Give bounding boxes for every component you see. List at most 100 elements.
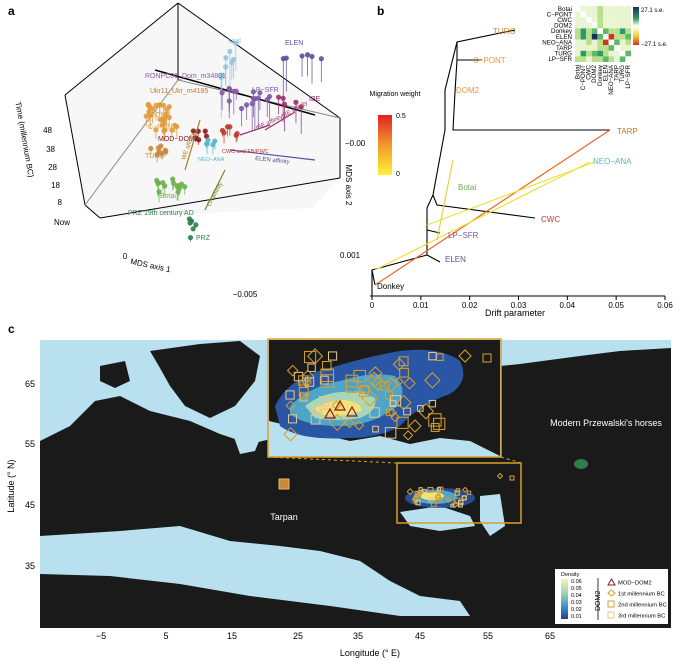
leaf-dom2: DOM2 [456,86,480,95]
panel-b-treemix: 0 0.01 0.02 0.03 0.04 0.05 0.06 Drift paramete… [370,6,674,318]
sample-marker [482,353,492,363]
heatmap-cell [608,17,615,23]
sample-marker [379,380,390,391]
inland-seas [40,411,505,616]
sample-point [298,104,304,110]
heatmap-cell [586,56,592,62]
sample-marker [310,414,321,425]
group-label-dom2: DOM2 [150,112,170,119]
heatmap-row-label: Botai [558,6,572,13]
sample-point [309,53,315,60]
sample-marker [353,420,365,431]
sample-point [170,180,177,186]
heatmap-row-label: DOM2 [554,23,572,30]
heatmap-cell [625,34,631,40]
sample-marker [318,396,330,407]
heatmap-cell [591,45,598,51]
y-tick: −0.001 [345,139,365,148]
map-legend: Density 0.060.050.040.030.020.01 DOM2 MO… [555,569,668,624]
leaf-elen: ELEN [445,255,466,264]
heatmap-cell [603,45,609,51]
sample-marker [368,366,383,381]
heatmap-row-label: Donkey [551,28,573,35]
sample-point [304,52,311,58]
panel-label-b: b [377,4,385,18]
density-legend-bar [561,579,568,619]
heatmap-cell [586,45,592,51]
sample-point [318,56,324,62]
heatmap-cell [619,6,626,12]
b-x-axis-label: Drift parameter [485,308,545,318]
sample-point [250,96,257,102]
sample-point [233,40,239,46]
sample-marker [427,486,434,493]
heatmap-cell [619,22,626,29]
se-scale-min: −27.1 s.e. [641,42,668,48]
legend-item-label: 2nd millennium BC [618,603,667,609]
heatmap-cell [586,50,592,57]
heatmap-cell [603,28,609,34]
group-label-ural: Ural [228,38,241,45]
z-axis-ticks: 48 38 28 18 8 Now [43,126,70,227]
sample-marker [372,425,379,433]
group-label-mod-dom2: MOD−DOM2 [158,136,199,143]
heatmap-cell [586,34,592,40]
leaf-cwc: CWC [541,215,560,224]
sample-point [160,122,166,128]
small-markers [406,472,515,509]
sample-marker [371,376,386,391]
sample-point [223,64,229,70]
panel-a-3d-scatter: 48 38 28 18 8 Now Time (millennium BC) 0… [13,2,365,299]
heatmap-cell [625,17,631,23]
sample-marker [437,486,444,493]
heatmap-col-label: CWC [586,64,593,79]
sample-point [193,222,199,228]
sample-marker [398,356,409,367]
sample-point [146,109,152,115]
b-x-tick-label: 0 [370,301,375,310]
sample-marker [509,475,515,481]
heatmap-cell [575,45,581,51]
przewalski-label: Modern Przewalski's horses [550,418,662,428]
heatmap-cell [580,17,587,23]
sample-point [143,113,149,119]
ibe-arrow [239,124,271,136]
sample-marker [344,418,355,429]
heatmap-cell [625,28,631,34]
heatmap-cell [586,28,592,34]
density-legend-tick: 0.02 [571,607,582,613]
sample-marker [424,372,441,389]
sample-marker [322,361,332,371]
leaf-donkey: Donkey [377,282,404,291]
heatmap-cell [580,11,587,18]
sample-point [227,48,233,54]
heatmap-cell [608,39,615,46]
heatmap-row-label: TARP [556,45,572,52]
heatmap-cell [614,17,620,23]
sample-point [218,74,224,81]
heatmap-cell [603,6,609,12]
legend-item-label: 1st millennium BC [618,592,665,598]
sample-point [219,127,226,134]
heatmap-col-label: LP−SFR [625,64,632,88]
sample-marker [430,423,440,432]
heatmap-cell [603,50,609,57]
c-x-tick-label: 5 [163,631,168,641]
heatmap-col-label: Botai [574,65,581,79]
tarpan-marker [278,478,290,490]
heatmap-cell [575,39,581,46]
heatmap-cell [619,34,626,40]
density-legend-tick: 0.05 [571,586,582,592]
group-label-prz: PRZ [196,235,211,242]
sample-marker [366,371,383,388]
sample-marker [386,408,394,417]
migration-legend-bar [378,115,392,175]
heatmap-cell [625,22,631,29]
mod-dom2-marker [345,405,359,417]
c-x-tick-label: 65 [545,631,555,641]
c-x-tick-label: 45 [415,631,425,641]
c-x-tick-label: 25 [293,631,303,641]
group-label-lp-sfr: LP−SFR [252,87,279,94]
sample-point [249,101,255,107]
tree-branches [371,29,610,296]
